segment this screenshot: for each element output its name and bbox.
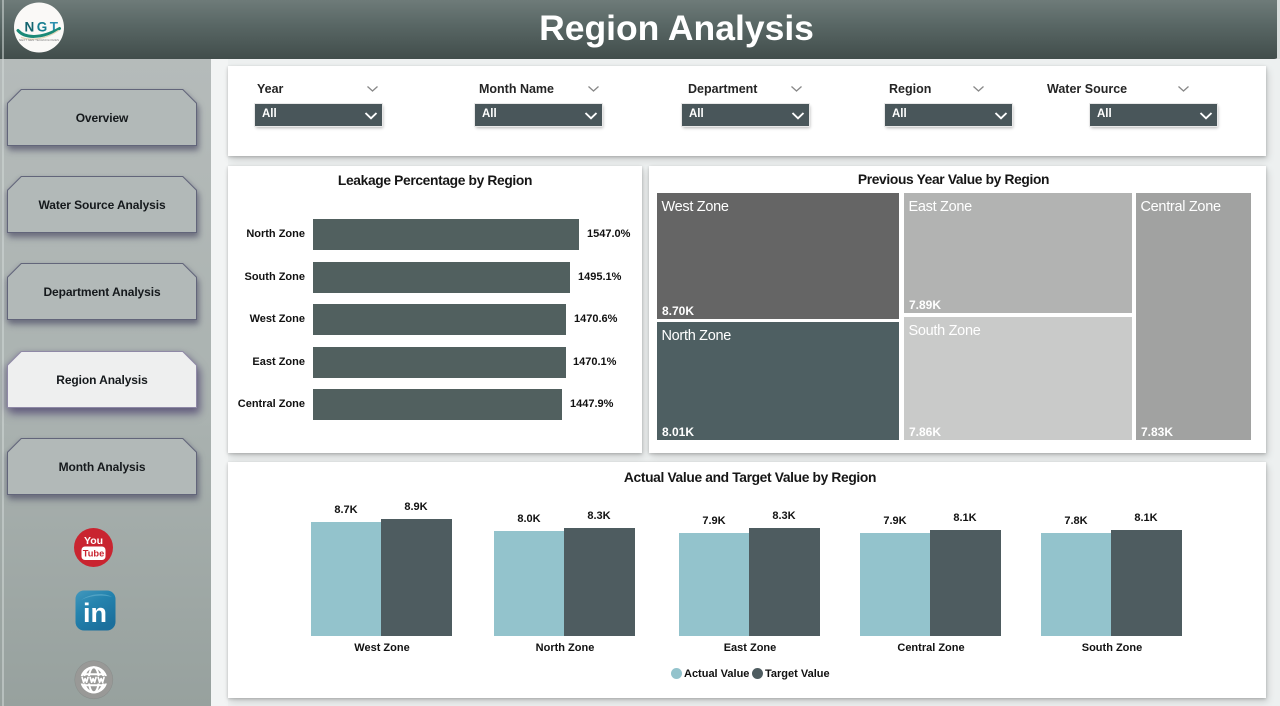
- svg-text:NEXT GEN TECHNOLOGIES: NEXT GEN TECHNOLOGIES: [19, 38, 59, 42]
- svg-text:You: You: [84, 535, 103, 547]
- svg-text:NGT: NGT: [25, 19, 61, 34]
- svg-text:Tube: Tube: [83, 548, 105, 558]
- svg-text:in: in: [83, 598, 107, 628]
